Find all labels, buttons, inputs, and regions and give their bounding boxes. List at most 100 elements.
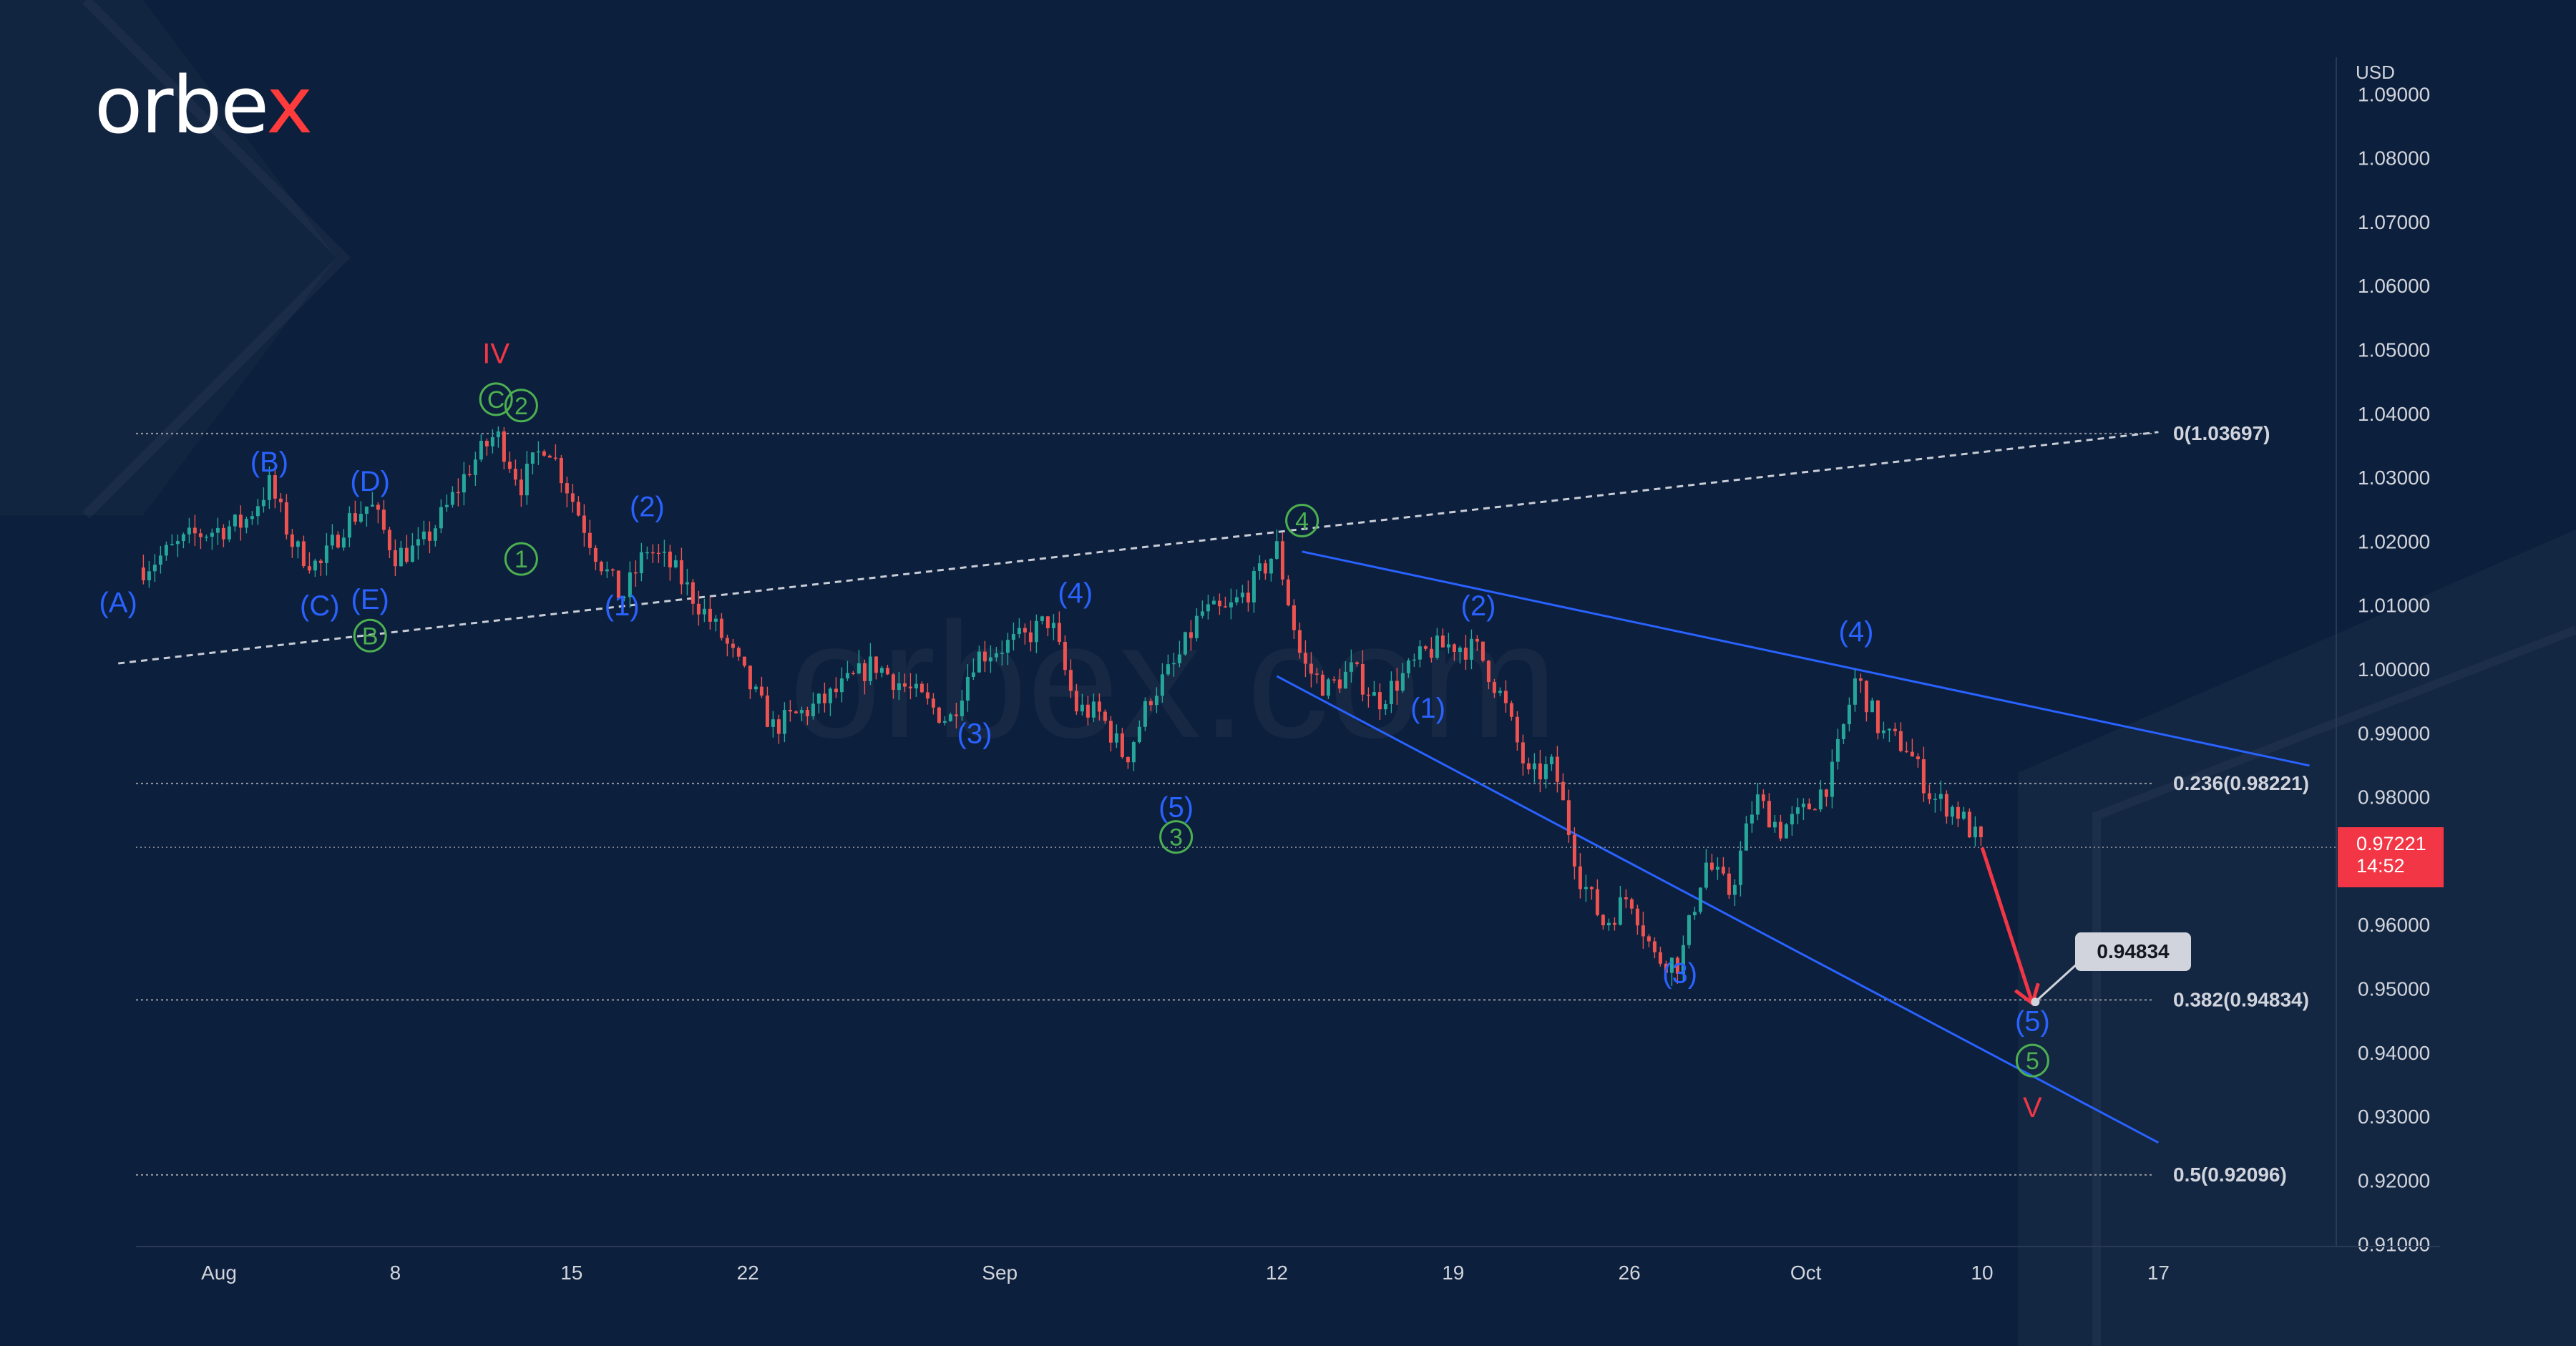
candle-body — [1389, 681, 1393, 705]
wave-label: (E) — [351, 584, 389, 615]
candle-body — [244, 519, 248, 528]
candle-body — [593, 547, 597, 562]
candle-body — [1778, 821, 1782, 839]
price-tick-label: 0.95000 — [2358, 978, 2430, 1000]
fib-level-label: 0.5(0.92096) — [2173, 1164, 2287, 1186]
candle-body — [1824, 789, 1828, 797]
price-tick-label: 0.99000 — [2358, 722, 2430, 744]
candle-body — [1767, 801, 1771, 828]
wave-label: B — [362, 623, 379, 650]
trendline — [1276, 675, 2160, 1144]
candle-body — [628, 572, 632, 598]
candle-body — [1177, 654, 1181, 663]
candle-body — [1211, 600, 1216, 605]
wave-label: (D) — [350, 466, 390, 497]
time-axis[interactable]: Aug 8 15 22 Sep 12 19 26 Oct 10 17 — [136, 1246, 2440, 1284]
candle-body — [691, 582, 695, 604]
candle-body — [1561, 781, 1565, 801]
candle-body — [1234, 597, 1239, 603]
candle-body — [1927, 793, 1931, 799]
candle-body — [1618, 897, 1622, 925]
candle-body — [839, 678, 844, 693]
candle-body — [192, 527, 197, 534]
candle-body — [696, 603, 701, 615]
candle-body — [387, 530, 391, 550]
candle-body — [633, 572, 638, 574]
candle-body — [1206, 604, 1210, 612]
candle-body — [605, 569, 609, 572]
candle-body — [891, 674, 895, 691]
candle-body — [1360, 663, 1365, 695]
candlestick-series — [141, 426, 1983, 986]
candle-body — [341, 537, 346, 548]
candle-body — [1658, 952, 1662, 964]
price-tick-label: 1.09000 — [2358, 83, 2430, 105]
candle-body — [210, 532, 214, 537]
candle-body — [507, 462, 512, 469]
candle-body — [479, 441, 483, 460]
trendline — [1302, 550, 2310, 767]
candle-body — [1704, 862, 1708, 888]
candle-body — [410, 545, 414, 562]
candle-body — [885, 668, 889, 675]
candle-body — [1103, 711, 1107, 721]
candle-body — [937, 707, 941, 723]
candle-body — [1543, 764, 1548, 780]
candle-body — [725, 638, 729, 644]
wave-label: (2) — [630, 492, 665, 523]
candle-body — [1738, 850, 1742, 885]
candle-body — [141, 567, 145, 580]
candle-body — [1435, 635, 1439, 658]
candle-body — [1898, 731, 1903, 751]
callout-anchor — [2031, 998, 2040, 1007]
candle-body — [748, 665, 752, 690]
candle-body — [1274, 541, 1279, 559]
candle-body — [1080, 704, 1084, 712]
bg-stroke — [2092, 625, 2576, 1346]
candle-body — [519, 479, 523, 496]
candle-body — [719, 618, 723, 638]
candle-body — [845, 673, 849, 679]
candle-body — [771, 719, 775, 727]
candle-body — [1148, 701, 1153, 706]
wave-label: 1 — [514, 546, 528, 573]
candle-body — [1068, 670, 1073, 691]
candle-body — [570, 493, 575, 502]
price-tick-label: 1.05000 — [2358, 339, 2430, 361]
candle-body — [261, 499, 265, 507]
candle-body — [1017, 628, 1021, 635]
candle-body — [175, 541, 180, 545]
candle-body — [1887, 728, 1891, 731]
trendlines — [118, 431, 2310, 1144]
candle-body — [1784, 824, 1788, 839]
candle-body — [473, 459, 477, 475]
candle-body — [1675, 957, 1679, 974]
candle-body — [1578, 866, 1582, 889]
candle-body — [318, 560, 323, 563]
candle-body — [1011, 634, 1015, 640]
last-price-badge: 0.97221 14:52 — [2338, 827, 2444, 887]
wave-label: 5 — [2026, 1048, 2039, 1075]
candle-body — [1440, 635, 1445, 648]
candle-body — [1114, 733, 1118, 743]
wave-label-circle — [353, 618, 387, 653]
candle-body — [1835, 738, 1840, 762]
candle-body — [1057, 623, 1061, 642]
price-tick-label: 0.96000 — [2358, 914, 2430, 936]
candle-body — [1601, 915, 1605, 926]
candle-body — [1034, 620, 1038, 643]
candle-body — [1755, 794, 1760, 815]
price-tick-label: 1.08000 — [2358, 147, 2430, 170]
candle-body — [525, 463, 529, 496]
candle-body — [851, 673, 855, 675]
candle-body — [868, 656, 872, 681]
candle-body — [238, 514, 243, 528]
candle-body — [353, 513, 357, 522]
fib-level-label: 0(1.03697) — [2173, 422, 2270, 444]
price-axis[interactable]: 1.09000 1.08000 1.07000 1.06000 1.05000 1.040… — [2336, 57, 2430, 1256]
candle-body — [1446, 644, 1450, 648]
candle-body — [364, 506, 369, 514]
candle-body — [484, 441, 489, 447]
candle-body — [702, 608, 706, 615]
candle-body — [1853, 678, 1857, 705]
